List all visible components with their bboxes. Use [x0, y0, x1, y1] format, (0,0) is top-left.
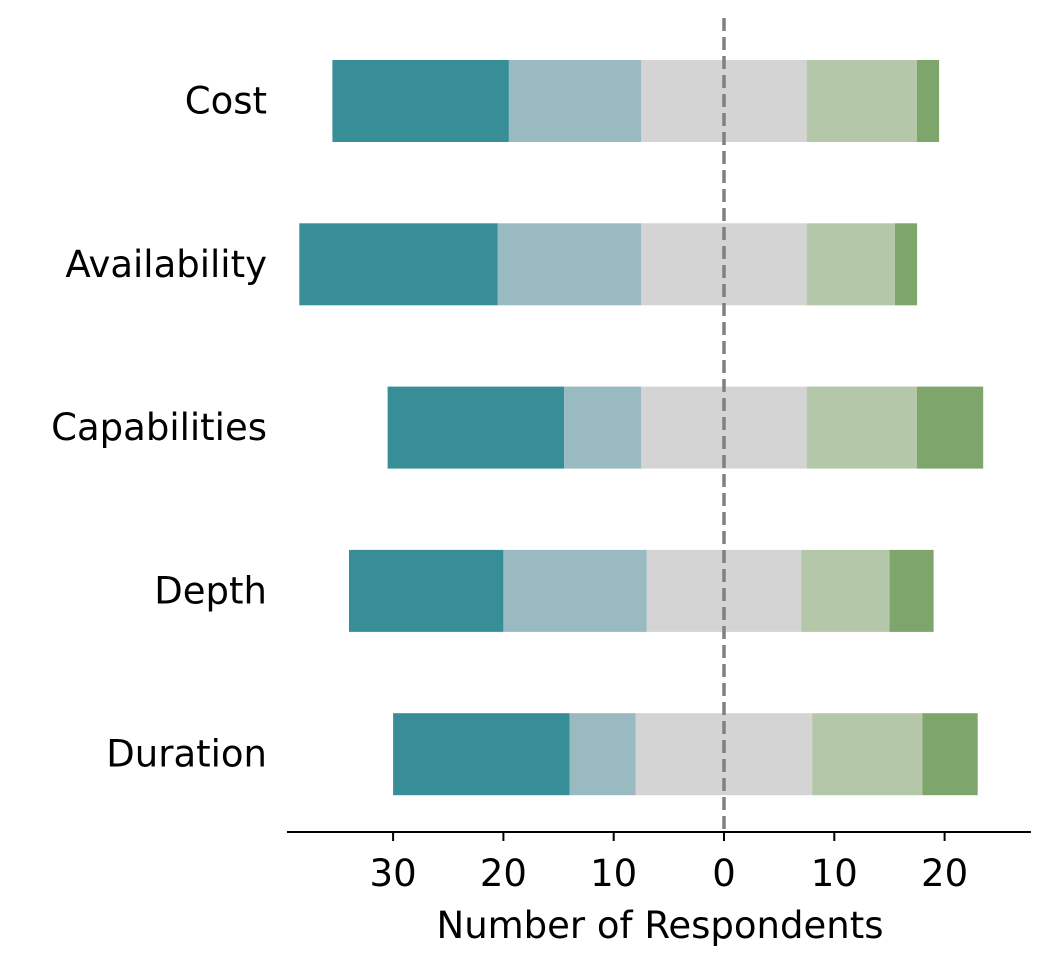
bar-segment-availability-2 [497, 223, 642, 306]
bar-segment-capabilities-5 [917, 386, 984, 469]
x-axis-title: Number of Respondents [437, 904, 884, 947]
category-label: Duration [106, 733, 267, 776]
bar-segment-cost-5 [917, 60, 940, 142]
x-tick-label: 10 [590, 852, 637, 895]
bar-segment-capabilities-4 [806, 386, 917, 469]
bar-segment-duration-5 [922, 713, 978, 796]
bar-segment-capabilities-2 [564, 386, 642, 469]
category-labels: Cost Availability Capabilities Depth Duratio… [51, 80, 267, 776]
bars-layer [299, 60, 984, 796]
bar-segment-depth-1 [349, 549, 504, 632]
bar-segment-capabilities-1 [387, 386, 565, 469]
x-tick-label: 30 [370, 852, 417, 895]
bar-segment-depth-4 [801, 549, 890, 632]
x-tick-label: 0 [712, 852, 736, 895]
bar-segment-depth-2 [503, 549, 647, 632]
x-tick-label: 20 [921, 852, 968, 895]
bar-segment-duration-2 [569, 713, 636, 796]
category-label: Depth [154, 569, 267, 612]
bar-segment-duration-1 [393, 713, 570, 796]
x-tick-label: 10 [811, 852, 858, 895]
bar-segment-depth-5 [889, 549, 934, 632]
category-label: Capabilities [51, 406, 267, 449]
bar-segment-duration-4 [812, 713, 923, 796]
category-label: Cost [185, 80, 267, 123]
bar-segment-availability-5 [895, 223, 918, 306]
bar-segment-cost-4 [806, 60, 917, 142]
x-axis-ticks: 30 20 10 0 10 20 [370, 832, 968, 895]
x-tick-label: 20 [480, 852, 527, 895]
category-label: Availability [65, 243, 267, 286]
bar-segment-cost-1 [332, 60, 509, 142]
bar-segment-cost-2 [508, 60, 642, 142]
bar-segment-availability-4 [806, 223, 895, 306]
bar-segment-availability-1 [299, 223, 498, 306]
